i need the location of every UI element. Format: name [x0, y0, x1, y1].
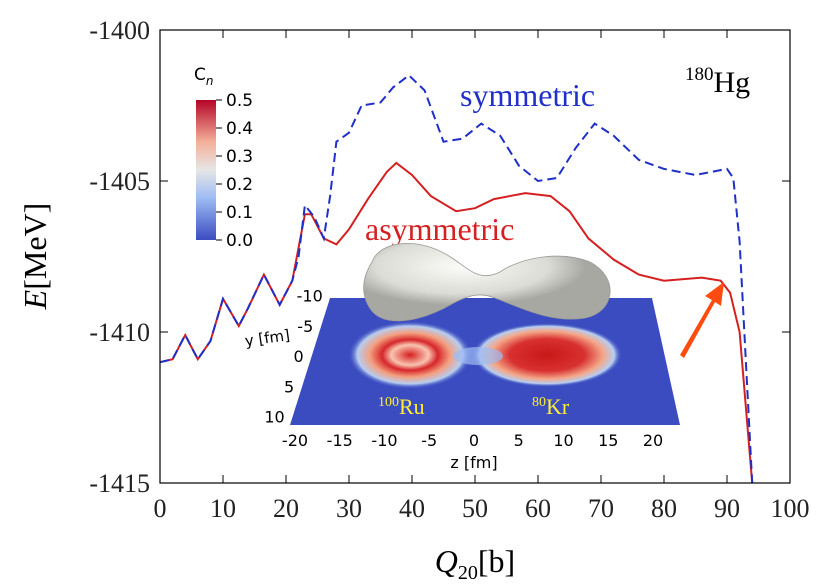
colorbar-tick-label: 0.1	[226, 203, 253, 223]
text-part: 100	[378, 395, 399, 410]
series-line	[159, 73, 754, 484]
z-tick-label: 5	[514, 431, 524, 450]
text-part: 180	[685, 64, 714, 85]
density-blob	[348, 321, 472, 389]
fragment-label: 100Ru	[378, 394, 425, 419]
z-tick-label: 0	[469, 431, 479, 450]
colorbar-tick-label: 0.5	[226, 91, 253, 111]
text-part: Hg	[714, 66, 751, 99]
density-neck	[453, 347, 503, 365]
text-part: 80	[532, 395, 546, 410]
text-part: [MeV]	[17, 203, 53, 290]
text-part: Q	[435, 543, 458, 579]
y-tick-label: -1400	[89, 16, 150, 45]
y-axis-label: E[MeV]	[17, 203, 53, 311]
text-part: [b]	[478, 543, 515, 579]
text-part: C	[194, 65, 206, 85]
colorbar-tick-label: 0.0	[226, 231, 253, 251]
y-axis-label: y [fm]	[244, 326, 291, 350]
x-tick-label: 20	[273, 494, 299, 523]
colorbar-tick-label: 0.2	[226, 175, 253, 195]
z-tick-label: -10	[371, 431, 397, 450]
z-tick-label: 10	[553, 431, 573, 450]
x-tick-label: 100	[771, 494, 810, 523]
text-part: E	[17, 289, 53, 310]
x-tick-label: 90	[714, 494, 740, 523]
series-line	[159, 161, 754, 484]
x-tick-label: 70	[588, 494, 614, 523]
colorbar-tick-label: 0.3	[226, 147, 253, 167]
y-tick-label: 10	[264, 408, 284, 427]
z-tick-label: -20	[282, 431, 308, 450]
y-tick-label: -1410	[89, 318, 150, 347]
arrow	[680, 282, 724, 358]
nucleus-shape	[363, 242, 611, 322]
colorbar	[196, 100, 216, 240]
colorbar-title: Cn	[194, 65, 213, 88]
y-tick-label: 5	[284, 377, 294, 396]
z-tick-label: -5	[421, 431, 437, 450]
plot: 0 10 20 30 40 50 60 70 80 90 100-1415-1410-1405-14…	[17, 16, 810, 584]
y-tick-label: -1405	[89, 167, 150, 196]
text-part: Ru	[399, 394, 425, 419]
text-part: Kr	[546, 394, 570, 419]
z-tick-label: -15	[327, 431, 353, 450]
text-part: n	[206, 74, 214, 88]
series-label: symmetric	[460, 77, 595, 113]
series-label: asymmetric	[365, 211, 514, 247]
z-tick-label: 15	[598, 431, 618, 450]
x-axis-label: Q20[b]	[435, 543, 515, 584]
x-tick-label: 80	[651, 494, 677, 523]
y-tick-label: 0	[294, 347, 304, 366]
density-blob	[472, 323, 622, 387]
fragment-label: 80Kr	[532, 394, 570, 419]
z-axis-label: z [fm]	[450, 453, 497, 472]
text-part: 20	[458, 562, 478, 584]
y-tick-label: -10	[297, 287, 323, 306]
colorbar-tick-label: 0.4	[226, 119, 253, 139]
nucleus-label: 180Hg	[685, 64, 750, 99]
y-tick-label: -5	[297, 317, 313, 336]
z-tick-label: 20	[643, 431, 663, 450]
x-tick-label: 50	[462, 494, 488, 523]
x-tick-label: 60	[525, 494, 551, 523]
y-tick-label: -1415	[89, 469, 150, 498]
x-tick-label: 30	[336, 494, 362, 523]
x-tick-label: 10	[210, 494, 236, 523]
x-tick-label: 40	[399, 494, 425, 523]
x-tick-label: 0	[154, 494, 167, 523]
